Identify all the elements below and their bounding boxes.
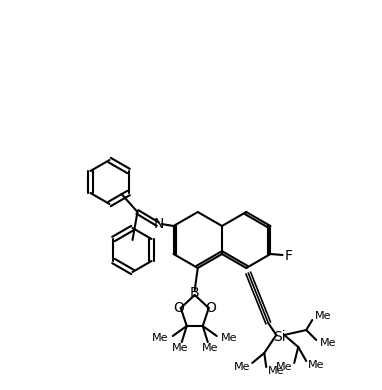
- Text: Si: Si: [273, 330, 286, 344]
- Text: Me: Me: [268, 366, 285, 376]
- Text: Me: Me: [320, 338, 337, 348]
- Text: O: O: [205, 301, 216, 315]
- Text: Me: Me: [234, 362, 250, 372]
- Text: Me: Me: [172, 343, 188, 353]
- Text: Me: Me: [201, 343, 218, 353]
- Text: N: N: [153, 217, 164, 231]
- Text: Me: Me: [308, 360, 325, 370]
- Text: Me: Me: [221, 333, 237, 343]
- Text: O: O: [173, 301, 184, 315]
- Text: Me: Me: [276, 362, 292, 372]
- Text: Me: Me: [152, 333, 169, 343]
- Text: F: F: [285, 249, 293, 263]
- Text: B: B: [190, 286, 199, 300]
- Text: Me: Me: [315, 311, 332, 321]
